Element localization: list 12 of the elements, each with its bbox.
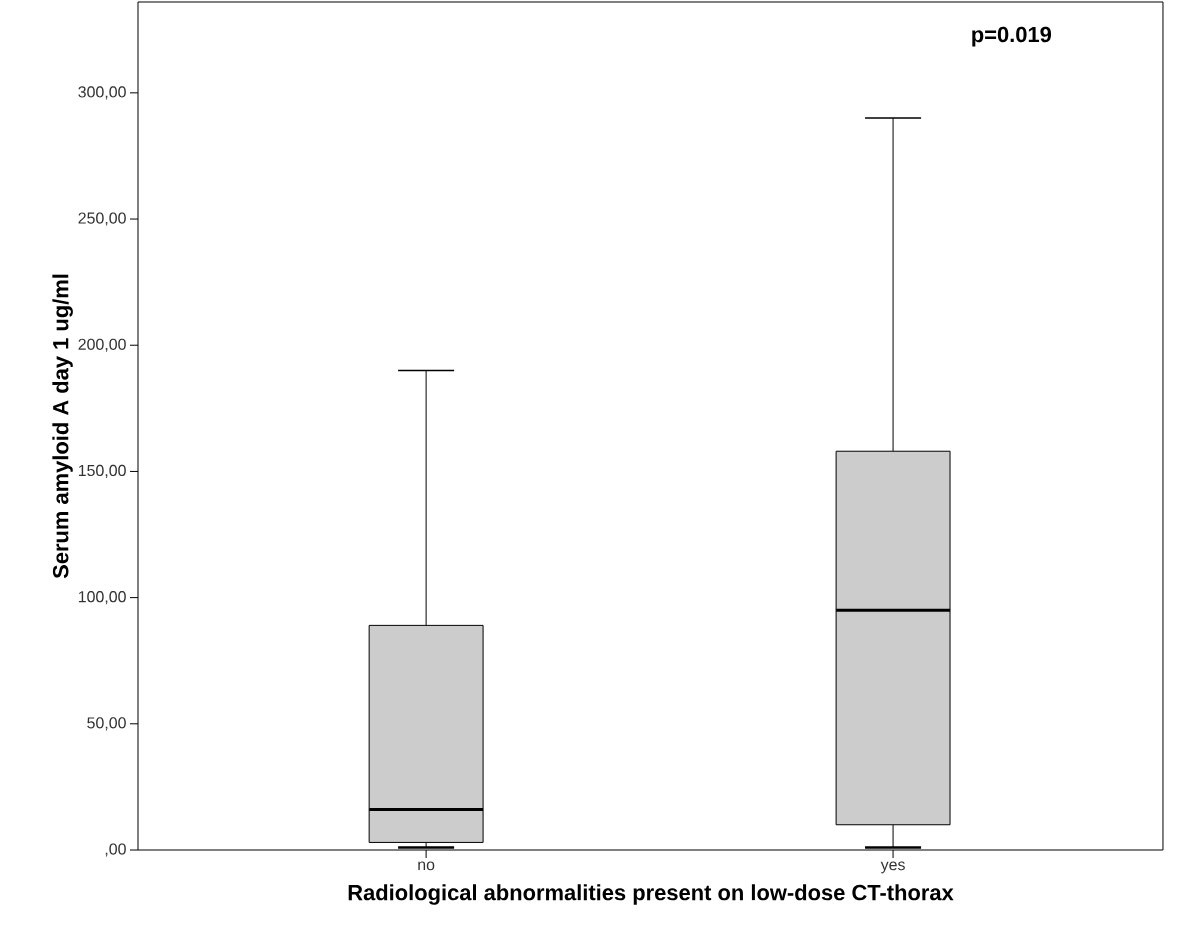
y-tick-label: ,00 (105, 843, 126, 857)
x-tick-label: yes (880, 861, 905, 874)
annotation: p=0.019 (972, 26, 1052, 47)
y-tick-label: 100,00 (78, 591, 126, 605)
y-tick-label: 250,00 (78, 212, 126, 226)
y-tick-label: 200,00 (78, 338, 126, 352)
x-axis-title: Radiological abnormalities present on low-dose CT-thorax (348, 884, 954, 905)
x-tick-label: no (418, 861, 435, 871)
y-tick-label: 50,00 (87, 717, 126, 731)
y-tick-label: 300,00 (78, 86, 126, 100)
y-axis-title: Serum amyloid A day 1 ug/ml (52, 274, 73, 579)
y-tick-label: 150,00 (78, 464, 126, 478)
